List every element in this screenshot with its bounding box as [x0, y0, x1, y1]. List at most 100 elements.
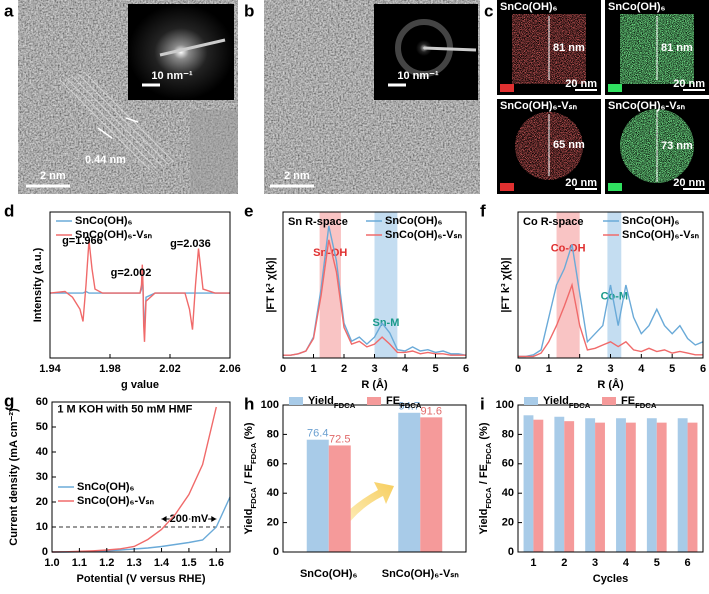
map-title: SnCo(OH)₆-Vₛₙ — [608, 100, 686, 112]
x-tick-label: 1.98 — [99, 363, 120, 375]
scale-label: 20 nm — [565, 78, 597, 90]
y-tick-label: 60 — [36, 396, 48, 408]
y-tick-label: 40 — [502, 487, 514, 499]
legend-label: SnCo(OH)₆-Vₛₙ — [385, 229, 463, 241]
highlight-band — [556, 212, 580, 358]
panel-letter: h — [244, 394, 254, 413]
x-tick-label: 0 — [280, 363, 286, 375]
annotation: g=1.966 — [62, 235, 103, 247]
y-tick-label: 0 — [42, 546, 48, 558]
x-axis-label: R (Å) — [361, 378, 388, 391]
inset-scale: 10 nm⁻¹ — [151, 70, 193, 82]
x-tick-label: 3 — [592, 557, 598, 569]
panel-b: 10 nm⁻¹ 2 nm b — [244, 0, 480, 194]
gap-label: 200 mV — [170, 513, 209, 525]
y-axis-label: Current density (mA cm⁻²) — [8, 408, 20, 546]
panel-a: 10 nm⁻¹ 0.44 nm 2 nm a — [4, 0, 238, 194]
y-tick-label: 20 — [36, 496, 48, 508]
legend-swatch — [602, 397, 616, 405]
legend-label: SnCo(OH)₆ — [77, 481, 135, 493]
legend-label-part: FE — [621, 395, 635, 407]
lattice-spacing: 0.44 nm — [85, 154, 126, 166]
color-key — [500, 183, 514, 191]
y-tick-label: 50 — [36, 421, 48, 433]
x-tick-label: SnCo(OH)₆ — [300, 568, 358, 580]
panel-letter: e — [244, 201, 253, 220]
legend-label: SnCo(OH)₆ — [75, 215, 133, 227]
x-tick-label: 1.4 — [154, 557, 170, 569]
y-axis-label-part: (%) — [243, 422, 255, 443]
y-tick-label: 100 — [496, 399, 514, 411]
annotation: g=2.002 — [111, 267, 152, 279]
y-axis-label: |FT k³ χ(k)| — [265, 257, 277, 312]
band-label: Sn-M — [372, 317, 399, 329]
series-line — [518, 282, 703, 358]
scale-label: 20 nm — [565, 177, 597, 189]
bar — [687, 422, 698, 552]
x-tick-label: 1 — [530, 557, 536, 569]
x-tick-label: 4 — [402, 363, 409, 375]
scale-label: 20 nm — [673, 78, 705, 90]
band-label: Co-OH — [551, 242, 586, 254]
scale-label: 2 nm — [40, 170, 66, 182]
y-tick-label: 0 — [273, 546, 279, 558]
size-label: 81 nm — [661, 42, 693, 54]
x-tick-label: 6 — [463, 363, 469, 375]
bar — [625, 422, 636, 552]
y-axis-label-part: Yield — [243, 509, 255, 535]
bar — [420, 417, 443, 552]
y-tick-label: 30 — [36, 471, 48, 483]
x-tick-label: 5 — [432, 363, 438, 375]
y-tick-label: 100 — [261, 399, 279, 411]
annotation: 1 M KOH with 50 mM HMF — [57, 403, 192, 415]
y-axis-label: Intensity (a.u.) — [32, 247, 44, 322]
size-label: 73 nm — [661, 140, 693, 152]
x-tick-label: 1.3 — [127, 557, 142, 569]
series-line — [518, 244, 704, 358]
chart-title: Sn R-space — [288, 216, 348, 228]
bar — [677, 418, 688, 552]
legend-label: SnCo(OH)₆-Vₛₙ — [75, 229, 153, 241]
scale-label: 20 nm — [673, 177, 705, 189]
legend-label: SnCo(OH)₆-Vₛₙ — [622, 229, 700, 241]
scale-label: 2 nm — [284, 170, 310, 182]
y-tick-label: 80 — [267, 428, 279, 440]
y-axis-label: |FT k³ χ(k)| — [500, 257, 512, 312]
bar — [646, 418, 657, 552]
y-tick-label: 60 — [502, 458, 514, 470]
y-tick-label: 40 — [267, 487, 279, 499]
panel-letter: a — [4, 1, 14, 20]
y-axis-label: YieldFDCA / FEFDCA (%) — [243, 422, 258, 534]
x-tick-label: 6 — [700, 363, 706, 375]
map-title: SnCo(OH)₆-Vₛₙ — [500, 100, 578, 112]
y-tick-label: 10 — [36, 521, 48, 533]
x-axis-label: Cycles — [593, 573, 628, 585]
y-tick-label: 20 — [267, 517, 279, 529]
legend-label-part: Yield — [308, 395, 334, 407]
data-label: 72.5 — [329, 433, 350, 445]
chart-title: Co R-space — [523, 216, 584, 228]
bar — [616, 418, 626, 552]
bar — [398, 412, 421, 552]
legend-label: YieldFDCA — [543, 395, 591, 410]
bar — [554, 416, 565, 552]
x-tick-label: 1.0 — [44, 557, 59, 569]
size-label: 81 nm — [553, 42, 585, 54]
plot-frame — [49, 211, 231, 359]
x-tick-label: 3 — [371, 363, 377, 375]
bar — [564, 421, 575, 552]
map-title: SnCo(OH)₆ — [500, 1, 558, 13]
y-tick-label: 80 — [502, 428, 514, 440]
legend-label-part: FDCA — [569, 401, 591, 410]
legend-swatch — [367, 397, 381, 405]
y-tick-label: 20 — [502, 517, 514, 529]
bar — [523, 415, 534, 552]
series-line — [283, 239, 466, 356]
x-tick-label: SnCo(OH)₆-Vₛₙ — [382, 568, 460, 580]
panel-c: c SnCo(OH)₆ 81 nm 20 nm SnCo(OH)₆ 81 nm 20 nm… — [484, 0, 709, 194]
x-tick-label: 1.94 — [39, 363, 61, 375]
data-label: 76.4 — [307, 428, 328, 440]
annotation: g=2.036 — [170, 238, 211, 250]
highlight-band — [319, 212, 341, 358]
y-tick-label: 0 — [508, 546, 514, 558]
